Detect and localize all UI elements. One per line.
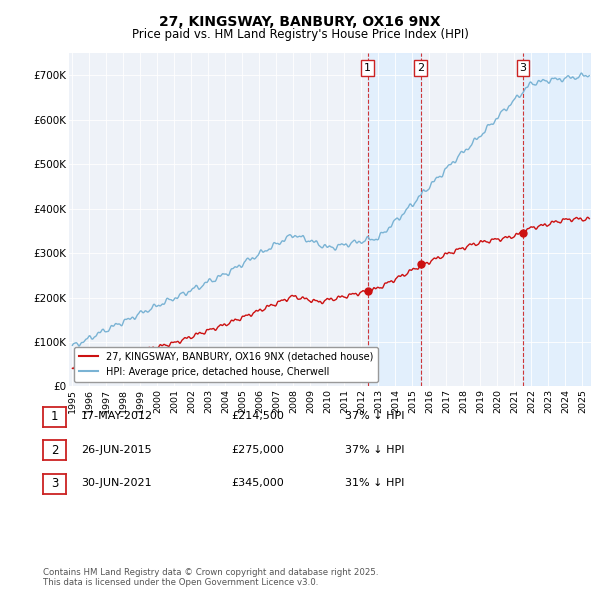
Text: 37% ↓ HPI: 37% ↓ HPI xyxy=(345,445,404,454)
Text: £345,000: £345,000 xyxy=(231,478,284,488)
Text: £214,500: £214,500 xyxy=(231,411,284,421)
Text: 3: 3 xyxy=(520,63,526,73)
Text: 30-JUN-2021: 30-JUN-2021 xyxy=(81,478,152,488)
Text: 27, KINGSWAY, BANBURY, OX16 9NX: 27, KINGSWAY, BANBURY, OX16 9NX xyxy=(159,15,441,29)
Text: 37% ↓ HPI: 37% ↓ HPI xyxy=(345,411,404,421)
Legend: 27, KINGSWAY, BANBURY, OX16 9NX (detached house), HPI: Average price, detached h: 27, KINGSWAY, BANBURY, OX16 9NX (detache… xyxy=(74,347,378,382)
Text: Price paid vs. HM Land Registry's House Price Index (HPI): Price paid vs. HM Land Registry's House … xyxy=(131,28,469,41)
Bar xyxy=(523,53,591,386)
Text: 31% ↓ HPI: 31% ↓ HPI xyxy=(345,478,404,488)
Text: £275,000: £275,000 xyxy=(231,445,284,454)
Bar xyxy=(368,53,421,386)
Text: 3: 3 xyxy=(51,477,58,490)
Text: 26-JUN-2015: 26-JUN-2015 xyxy=(81,445,152,454)
Text: 17-MAY-2012: 17-MAY-2012 xyxy=(81,411,153,421)
Text: 2: 2 xyxy=(51,444,58,457)
Text: 2: 2 xyxy=(417,63,424,73)
Text: 1: 1 xyxy=(51,410,58,423)
Text: Contains HM Land Registry data © Crown copyright and database right 2025.
This d: Contains HM Land Registry data © Crown c… xyxy=(43,568,379,587)
Text: 1: 1 xyxy=(364,63,371,73)
